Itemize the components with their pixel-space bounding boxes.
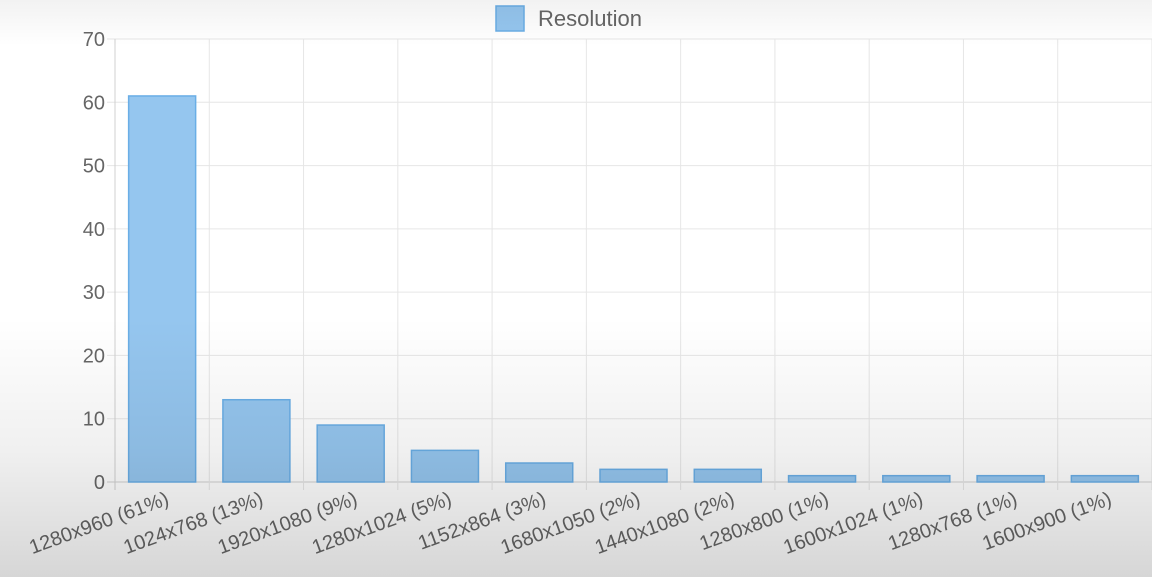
y-tick-label: 0 (94, 472, 105, 494)
bar[interactable] (1070, 474, 1140, 483)
bar[interactable] (316, 424, 385, 483)
bar[interactable] (693, 468, 763, 483)
bar[interactable] (127, 95, 197, 483)
bar[interactable] (599, 468, 668, 483)
y-tick-label: 60 (83, 92, 105, 114)
bar[interactable] (882, 474, 951, 483)
y-tick-label: 20 (83, 345, 105, 367)
bar[interactable] (976, 474, 1045, 483)
y-tick-label: 70 (83, 29, 105, 51)
y-tick-label: 40 (83, 219, 105, 241)
y-axis: 0 10 20 30 40 50 60 70 (83, 29, 105, 494)
bar[interactable] (222, 398, 291, 483)
bar[interactable] (410, 449, 480, 483)
legend-swatch[interactable] (495, 5, 525, 32)
y-tick-label: 10 (83, 409, 105, 431)
legend-label[interactable]: Resolution (538, 6, 642, 31)
bar[interactable] (504, 462, 574, 483)
legend[interactable]: Resolution (495, 5, 642, 32)
bars (127, 95, 1140, 483)
grid-lines (107, 38, 1152, 490)
x-axis: 1280x960 (61%)1024x768 (13%)1920x1080 (9… (26, 488, 1114, 559)
y-tick-label: 50 (83, 156, 105, 178)
y-tick-label: 30 (83, 282, 105, 304)
bar[interactable] (787, 474, 857, 483)
